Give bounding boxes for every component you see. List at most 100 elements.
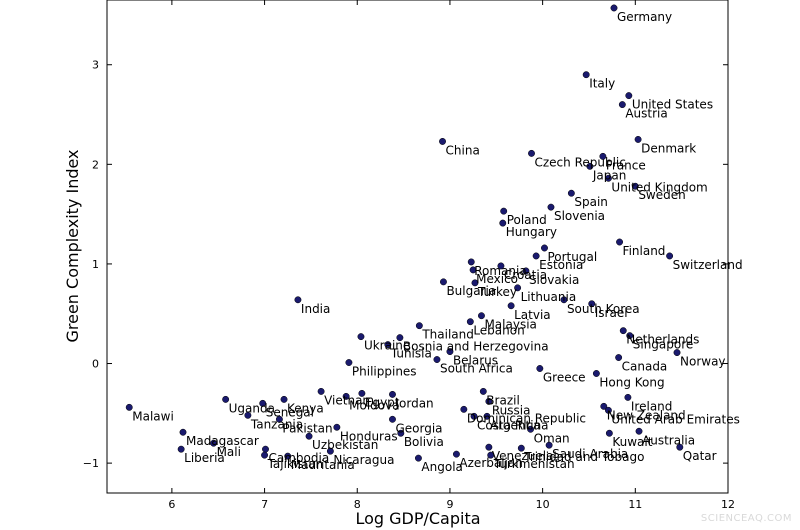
data-point — [567, 189, 575, 197]
data-label: Brazil — [486, 393, 520, 407]
data-point — [624, 393, 632, 401]
data-label: Pakistan — [282, 421, 332, 435]
data-point — [440, 278, 447, 286]
data-label: Slovakia — [529, 273, 579, 287]
y-tick-label: 2 — [92, 158, 99, 171]
data-point — [517, 444, 525, 452]
data-point — [384, 341, 392, 349]
data-label: Tajikistan — [267, 457, 324, 471]
data-point — [469, 266, 477, 274]
data-label: Austria — [625, 107, 667, 121]
data-label: Hungary — [506, 225, 557, 239]
data-point — [514, 284, 522, 292]
data-point — [478, 312, 485, 320]
data-label: Lebanon — [473, 324, 524, 338]
data-label: Germany — [617, 10, 672, 24]
data-point — [666, 252, 674, 260]
data-label: Egypt — [365, 395, 400, 409]
data-point — [470, 412, 478, 420]
data-point — [210, 439, 218, 447]
data-label: Estonia — [539, 258, 583, 272]
data-point — [294, 296, 302, 304]
data-label: New Zealand — [607, 408, 686, 422]
x-tick-label: 11 — [628, 498, 642, 511]
data-point — [389, 415, 396, 423]
data-point — [471, 279, 479, 287]
data-point — [592, 370, 600, 377]
data-label: South Africa — [440, 362, 513, 376]
data-point — [547, 203, 555, 211]
data-point — [599, 152, 607, 160]
y-tick-label: 1 — [92, 258, 99, 271]
data-label: Vietnam — [324, 393, 374, 407]
data-point — [487, 451, 495, 459]
data-label: France — [606, 158, 646, 172]
data-point — [507, 302, 515, 310]
data-point — [326, 447, 334, 455]
data-point — [333, 423, 341, 431]
data-point — [396, 334, 404, 342]
data-label: Moldova — [349, 398, 399, 412]
data-label: Philippines — [352, 365, 417, 379]
data-label: Lithuania — [521, 290, 577, 304]
data-label: Uganda — [229, 401, 275, 415]
data-point — [466, 318, 474, 326]
data-point — [460, 405, 468, 413]
data-label: Mauritania — [291, 458, 355, 472]
data-label: Liberia — [184, 451, 225, 465]
data-point — [179, 428, 187, 436]
data-label: China — [446, 143, 480, 157]
data-label: Senegal — [266, 405, 314, 419]
data-label: Mali — [217, 445, 241, 459]
data-label: Portugal — [547, 250, 597, 264]
data-point — [284, 452, 292, 460]
data-point — [582, 71, 590, 79]
data-label: Costa Rica — [477, 418, 540, 432]
data-label: Tanzania — [250, 417, 303, 431]
data-label: Russia — [492, 403, 531, 417]
data-point — [261, 451, 269, 459]
data-point — [389, 390, 396, 398]
data-label: Madagascar — [186, 434, 259, 448]
data-label: Bolivia — [404, 435, 444, 449]
data-point — [280, 395, 288, 403]
data-label: Mexico — [476, 272, 518, 286]
x-axis-label: Log GDP/Capita — [355, 509, 480, 528]
data-label: Angola — [421, 460, 462, 474]
data-point — [446, 348, 454, 356]
data-point — [618, 101, 626, 109]
data-label: Latvia — [514, 308, 551, 322]
data-point — [541, 244, 548, 252]
data-point — [305, 432, 313, 440]
data-label: Ireland — [631, 399, 673, 413]
data-label: Kenya — [287, 401, 324, 415]
data-point — [545, 441, 553, 449]
data-point — [485, 397, 493, 405]
data-label: Trinidad and Tobago — [523, 450, 644, 464]
data-point — [483, 412, 491, 420]
x-tick-label: 9 — [446, 498, 453, 511]
data-label: Denmark — [641, 141, 696, 155]
data-point — [358, 389, 366, 397]
data-point — [345, 359, 353, 366]
data-point — [588, 300, 596, 308]
x-tick-label: 6 — [168, 498, 175, 511]
data-label: Malaysia — [484, 318, 536, 332]
data-label: Turkey — [477, 285, 517, 299]
data-label: Ukraine — [364, 339, 410, 353]
data-label: Oman — [534, 431, 570, 445]
data-label: United Kingdom — [611, 180, 707, 194]
data-point — [244, 411, 252, 419]
data-label: Switzerland — [673, 258, 743, 272]
data-label: Netherlands — [626, 333, 699, 347]
data-point — [317, 387, 325, 395]
data-label: Japan — [592, 168, 626, 182]
data-point — [415, 322, 423, 330]
data-point — [275, 415, 283, 423]
data-point — [631, 182, 639, 190]
data-point — [528, 149, 535, 157]
data-label: Azerbaijan — [459, 456, 522, 470]
data-point — [673, 349, 681, 357]
